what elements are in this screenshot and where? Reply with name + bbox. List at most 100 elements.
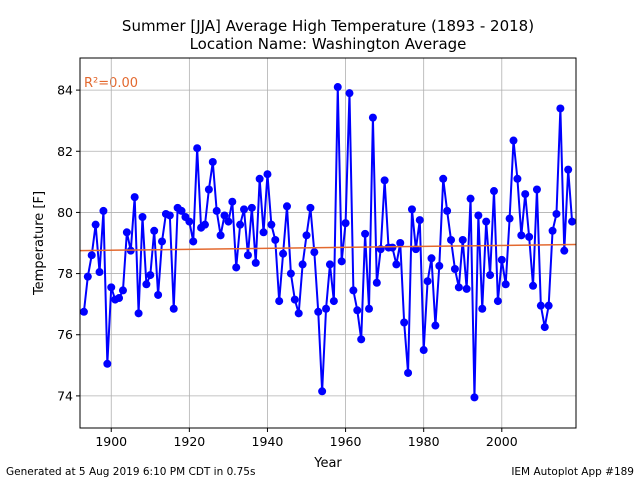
data-point [556,104,565,113]
data-point [208,157,217,166]
data-point [286,269,295,278]
x-tick-label: 2000 [486,434,518,449]
data-point [259,228,268,237]
chart-title: Summer [JJA] Average High Temperature (1… [122,17,534,35]
data-point [568,217,577,226]
data-point [544,301,553,310]
data-point [294,309,303,318]
data-point [322,304,331,313]
data-point [392,260,401,269]
data-point [380,176,389,185]
data-point [95,268,104,277]
data-point [349,286,358,295]
data-point [486,271,495,280]
data-point [290,295,299,304]
data-point [388,243,397,252]
data-point [466,194,475,203]
data-point [564,165,573,174]
data-point [552,209,561,218]
data-point [298,260,307,269]
data-point [103,359,112,368]
plot-frame [79,57,577,429]
data-point [212,206,221,215]
data-point [310,248,319,257]
data-point [220,211,229,220]
data-point [138,213,147,222]
data-point [447,235,456,244]
data-point [361,229,370,238]
data-point [329,297,338,306]
data-point [118,286,127,295]
data-point [302,231,311,240]
data-point [497,255,506,264]
data-point [470,393,479,402]
data-point [407,205,416,214]
y-axis-label: Temperature [F] [32,191,47,296]
chart-subtitle: Location Name: Washington Average [190,35,467,53]
data-point [513,174,522,183]
data-point [146,271,155,280]
trend-line [79,243,577,252]
x-tick-label: 1920 [173,434,205,449]
data-point [255,174,264,183]
data-point [357,335,366,344]
data-point [345,89,354,98]
x-tick-label: 1940 [252,434,284,449]
data-point [529,281,538,290]
y-tick-label: 84 [57,83,73,98]
y-tick-label: 76 [57,327,73,342]
data-point [204,185,213,194]
y-tick-label: 74 [57,388,73,403]
data-point [396,239,405,247]
data-point [154,290,163,299]
x-tick-label: 1900 [95,434,127,449]
data-point [478,304,487,313]
data-point [107,283,116,292]
y-tick-label: 78 [57,266,73,281]
data-point [185,217,194,226]
data-point [318,387,327,396]
data-point [415,216,424,225]
data-point [337,257,346,266]
data-point [314,307,323,316]
data-point [79,307,88,316]
data-point [228,197,237,206]
data-point [150,226,159,235]
data-point [450,264,459,273]
data-point [462,284,471,293]
data-point [400,318,409,327]
data-point [372,278,381,287]
data-point [474,211,483,220]
data-point [560,246,569,255]
data-point [189,237,198,246]
data-point [158,237,167,246]
data-point [130,193,139,202]
data-point [200,220,209,229]
data-point [458,235,467,244]
data-point [501,280,510,289]
data-point [431,321,440,330]
data-point [368,113,377,122]
data-point [83,272,92,281]
data-point [165,211,174,220]
data-point [267,220,276,229]
x-tick-label: 1960 [330,434,362,449]
data-point [263,170,272,179]
data-point [216,231,225,240]
data-point [306,203,315,212]
data-point [275,297,284,306]
data-point [87,251,96,260]
data-point [193,144,202,153]
data-line [82,87,574,398]
footer-right: IEM Autoplot App #189 [511,466,634,478]
data-point [282,202,291,211]
data-point [427,254,436,263]
data-point [540,323,549,332]
data-point [240,205,249,214]
data-point [505,214,514,223]
data-point [341,219,350,228]
data-point [365,304,374,313]
data-point [489,187,498,196]
